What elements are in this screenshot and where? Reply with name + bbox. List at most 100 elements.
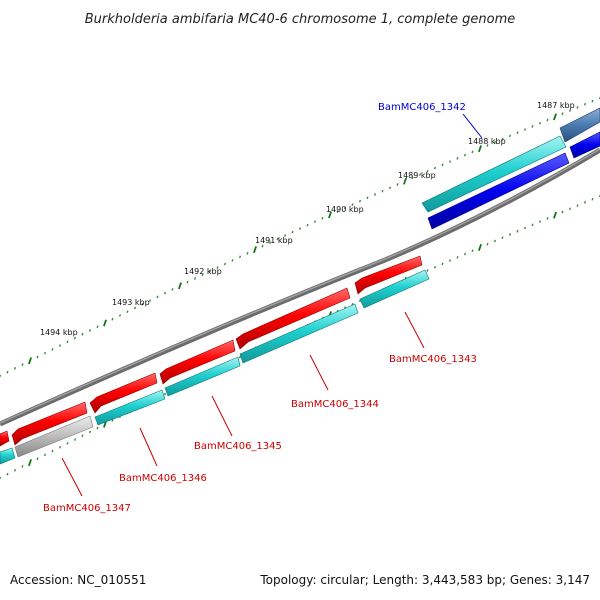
outer-ruler-minor-tick bbox=[66, 340, 69, 344]
cds-1344-reverse[interactable] bbox=[239, 303, 359, 364]
outer-ruler-minor-tick bbox=[231, 259, 234, 262]
cds-1345-reverse[interactable] bbox=[164, 356, 241, 397]
inner-ruler-minor-tick bbox=[111, 419, 114, 422]
inner-ruler-minor-tick bbox=[43, 453, 47, 457]
outer-ruler-major-tick bbox=[403, 177, 407, 185]
inner-ruler-minor-tick bbox=[561, 210, 564, 214]
outer-ruler-minor-tick bbox=[576, 106, 579, 109]
inner-ruler-minor-tick bbox=[471, 249, 474, 253]
cds-1343-reverse[interactable] bbox=[359, 269, 430, 309]
outer-ruler-minor-tick bbox=[43, 351, 47, 355]
outer-ruler-major-tick bbox=[253, 246, 257, 254]
inner-ruler-minor-tick bbox=[441, 262, 444, 266]
outer-ruler-minor-tick bbox=[463, 153, 467, 157]
gene-label-1342[interactable]: BamMC406_1342 bbox=[378, 102, 466, 113]
outer-ruler-minor-tick bbox=[283, 234, 287, 237]
backbone-line bbox=[0, 147, 600, 427]
gene-upstream-2[interactable] bbox=[569, 131, 600, 159]
cds-1344-forward[interactable] bbox=[235, 287, 351, 350]
outer-ruler-minor-tick bbox=[13, 367, 17, 370]
inner-ruler-minor-tick bbox=[583, 201, 587, 204]
outer-ruler-minor-tick bbox=[148, 299, 152, 302]
accession-text: Accession: NC_010551 bbox=[10, 573, 147, 587]
backbone-highlight bbox=[0, 148, 600, 424]
outer-ruler-minor-tick bbox=[216, 266, 219, 269]
outer-ruler-minor-tick bbox=[306, 223, 309, 227]
cds-edge-reverse[interactable] bbox=[0, 447, 16, 465]
gene-label-1343[interactable]: BamMC406_1343 bbox=[389, 354, 477, 365]
gene-upstream-1[interactable] bbox=[559, 107, 600, 143]
outer-ruler-major-tick bbox=[103, 319, 107, 327]
inner-ruler-minor-tick bbox=[463, 252, 467, 256]
outer-ruler-minor-tick bbox=[126, 310, 129, 314]
gene-label-1345[interactable]: BamMC406_1345 bbox=[194, 441, 282, 452]
outer-ruler-minor-tick bbox=[171, 288, 174, 291]
outer-ruler-minor-tick bbox=[201, 273, 204, 277]
outer-ruler-minor-tick bbox=[508, 134, 512, 138]
cds-1346-reverse[interactable] bbox=[94, 389, 166, 426]
cds-1345-forward[interactable] bbox=[159, 339, 236, 385]
ruler-tick-label: 1490 kbp bbox=[326, 205, 364, 214]
inner-ruler-minor-tick bbox=[13, 468, 17, 472]
outer-ruler-minor-tick bbox=[441, 163, 444, 167]
inner-ruler-minor-tick bbox=[58, 445, 62, 449]
outer-ruler-minor-tick bbox=[238, 255, 242, 259]
outer-ruler-minor-tick bbox=[88, 329, 92, 332]
inner-ruler-minor-tick bbox=[456, 255, 459, 259]
outer-ruler-minor-tick bbox=[111, 317, 114, 321]
gene-1347-gray[interactable] bbox=[14, 415, 94, 458]
gene-label-1347[interactable]: BamMC406_1347 bbox=[43, 503, 131, 514]
cds-1346-forward[interactable] bbox=[89, 372, 158, 414]
inner-ruler-minor-tick bbox=[96, 426, 99, 430]
outer-ruler-minor-tick bbox=[81, 332, 84, 336]
outer-ruler-minor-tick bbox=[538, 121, 542, 125]
outer-ruler-minor-tick bbox=[186, 280, 189, 284]
inner-ruler-minor-tick bbox=[538, 220, 542, 223]
outer-ruler-minor-tick bbox=[448, 160, 452, 163]
cds-1343-forward[interactable] bbox=[354, 255, 423, 295]
outer-ruler-minor-tick bbox=[546, 118, 549, 122]
outer-ruler-minor-tick bbox=[336, 210, 339, 213]
inner-ruler-major-tick bbox=[28, 459, 32, 467]
outer-ruler-minor-tick bbox=[313, 220, 317, 224]
inner-ruler-minor-tick bbox=[493, 239, 497, 243]
outer-ruler-minor-tick bbox=[531, 125, 534, 128]
ruler-tick-label: 1493 kbp bbox=[112, 298, 150, 307]
inner-ruler-minor-tick bbox=[486, 242, 489, 246]
outer-ruler-minor-tick bbox=[351, 203, 354, 206]
gene-1342-highlight[interactable] bbox=[427, 152, 570, 230]
inner-ruler-minor-tick bbox=[568, 207, 572, 211]
gene-label-1344[interactable]: BamMC406_1344 bbox=[291, 399, 379, 410]
outer-ruler-minor-tick bbox=[58, 344, 62, 347]
outer-ruler-minor-tick bbox=[396, 183, 399, 186]
outer-ruler-minor-tick bbox=[433, 166, 437, 170]
outer-ruler-minor-tick bbox=[21, 363, 24, 366]
ruler-tick-label: 1491 kbp bbox=[255, 236, 293, 245]
cds-1347-forward[interactable] bbox=[11, 401, 88, 446]
outer-ruler-minor-tick bbox=[388, 186, 392, 190]
inner-ruler-minor-tick bbox=[576, 204, 579, 207]
outer-ruler-minor-tick bbox=[51, 348, 54, 351]
outer-ruler-minor-tick bbox=[381, 189, 384, 193]
inner-ruler-minor-tick bbox=[21, 465, 24, 468]
ruler-tick-labels: 1487 kbp 1488 kbp 1489 kbp 1490 kbp 1491 kbp… bbox=[40, 101, 575, 337]
cds-1342-reverse[interactable] bbox=[421, 135, 567, 213]
inner-ruler-minor-tick bbox=[591, 197, 594, 201]
cds-edge-forward[interactable] bbox=[0, 430, 10, 447]
inner-ruler-minor-tick bbox=[523, 226, 527, 230]
ruler-tick-label: 1487 kbp bbox=[537, 101, 575, 110]
outer-ruler-minor-tick bbox=[246, 251, 249, 255]
outer-ruler-minor-tick bbox=[223, 262, 227, 266]
outer-ruler-minor-tick bbox=[36, 355, 39, 359]
outer-ruler-minor-tick bbox=[411, 176, 414, 180]
inner-ruler-minor-tick bbox=[73, 438, 77, 441]
ruler-tick-label: 1488 kbp bbox=[468, 137, 506, 146]
outer-ruler-minor-tick bbox=[523, 128, 527, 131]
outer-ruler-minor-tick bbox=[516, 131, 519, 135]
gene-label-1346[interactable]: BamMC406_1346 bbox=[119, 473, 207, 484]
inner-ruler-major-tick bbox=[553, 211, 557, 219]
inner-ruler-minor-tick bbox=[163, 392, 167, 396]
outer-ruler-minor-tick bbox=[156, 295, 159, 299]
outer-ruler-major-tick bbox=[328, 211, 332, 219]
outer-ruler-minor-tick bbox=[261, 244, 264, 248]
